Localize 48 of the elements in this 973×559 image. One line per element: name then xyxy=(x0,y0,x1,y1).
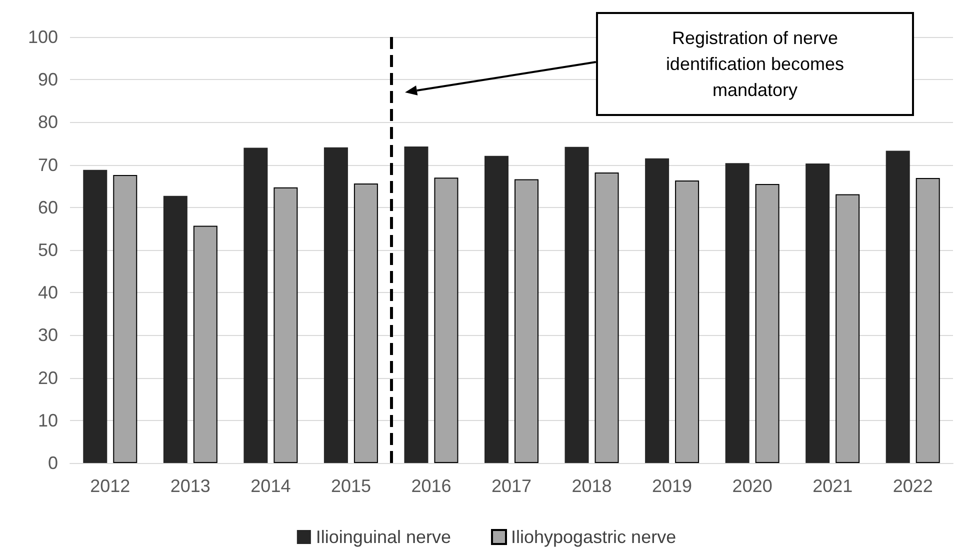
bar xyxy=(725,163,750,463)
bar xyxy=(193,226,218,463)
y-tick-label: 70 xyxy=(38,154,58,175)
bar xyxy=(354,184,378,463)
bar xyxy=(514,179,538,463)
x-tick-label: 2021 xyxy=(812,476,853,496)
bar xyxy=(404,146,428,463)
y-tick-label: 0 xyxy=(48,453,58,473)
x-tick-label: 2015 xyxy=(330,476,371,496)
x-tick-label: 2012 xyxy=(90,476,130,496)
x-tick-label: 2016 xyxy=(411,476,452,496)
bar xyxy=(645,158,670,463)
x-tick-label: 2014 xyxy=(250,476,291,496)
y-tick-label: 100 xyxy=(28,27,58,47)
annotation: Registration of nerve identification becomes mandatory xyxy=(664,27,846,102)
y-tick-label: 80 xyxy=(38,112,58,132)
y-tick-label: 20 xyxy=(38,368,58,388)
note-box: Registration of nerve identification becomes mandatory xyxy=(596,12,914,116)
x-tick-label: 2019 xyxy=(652,476,692,496)
y-tick-label: 50 xyxy=(38,240,58,260)
bar xyxy=(594,172,619,463)
y-tick-label: 40 xyxy=(38,282,58,303)
bar xyxy=(836,194,860,463)
x-tick-label: 2013 xyxy=(170,476,210,496)
bar xyxy=(484,156,508,463)
x-tick-label: 2022 xyxy=(892,476,933,496)
bar xyxy=(244,148,268,463)
y-tick-label: 60 xyxy=(38,197,58,218)
legend-label: Ilioinguinal nerve xyxy=(316,527,452,547)
bar xyxy=(806,164,830,463)
bar xyxy=(274,187,298,463)
bar xyxy=(83,170,108,463)
legend-label: Iliohypogastric nerve xyxy=(511,527,676,547)
bar xyxy=(434,178,458,463)
x-tick-label: 2018 xyxy=(572,476,612,496)
x-tick-label: 2020 xyxy=(732,476,772,496)
bar xyxy=(564,146,589,463)
bar xyxy=(113,175,138,463)
x-tick-label: 2017 xyxy=(491,476,532,496)
y-tick-label: 10 xyxy=(38,410,58,430)
y-tick-label: 90 xyxy=(38,70,58,90)
y-tick-label: 30 xyxy=(38,325,58,346)
bar xyxy=(886,150,910,463)
bar xyxy=(163,196,188,463)
bar xyxy=(755,184,780,463)
bar xyxy=(324,147,348,463)
bar xyxy=(916,178,940,463)
bar xyxy=(675,180,700,463)
